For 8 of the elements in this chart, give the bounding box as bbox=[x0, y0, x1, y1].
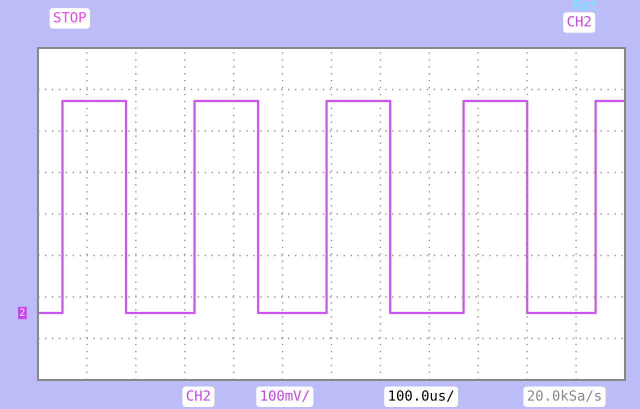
text: CH2 bbox=[186, 390, 210, 401]
text: Rmt bbox=[574, 0, 597, 10]
text: 2 bbox=[20, 308, 24, 316]
text: STOP bbox=[54, 12, 86, 22]
text: 100.0us/ bbox=[389, 390, 454, 402]
text: 20.0kSa/s bbox=[528, 390, 601, 402]
text: CH2 bbox=[568, 16, 591, 27]
text: 100mV/ bbox=[261, 390, 309, 402]
